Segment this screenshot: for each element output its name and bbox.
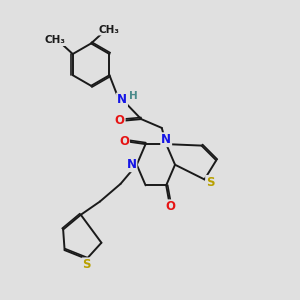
Text: S: S [206,176,214,189]
Text: O: O [119,135,129,148]
Text: H: H [129,92,138,101]
Text: S: S [82,258,91,271]
Text: CH₃: CH₃ [98,25,119,34]
Text: N: N [117,93,127,106]
Text: N: N [161,133,171,146]
Text: N: N [127,158,136,171]
Text: CH₃: CH₃ [45,35,66,45]
Text: O: O [166,200,176,213]
Text: O: O [115,114,125,127]
